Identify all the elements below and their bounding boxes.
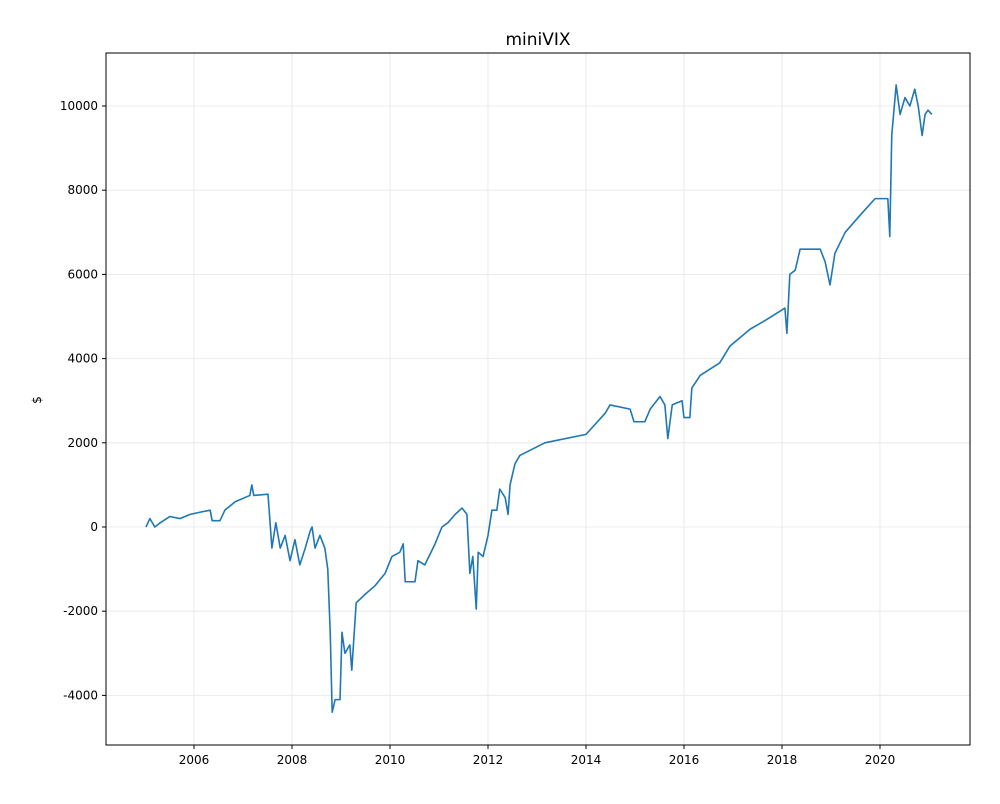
chart-title: miniVIX	[505, 30, 570, 50]
y-tick-label: 2000	[67, 436, 98, 450]
y-tick-label: 0	[90, 520, 98, 534]
x-tick-label: 2008	[277, 753, 308, 767]
plot-frame	[105, 52, 971, 746]
x-tick-label: 2012	[473, 753, 504, 767]
y-axis-label: $	[30, 396, 44, 404]
y-tick-label: 10000	[60, 99, 98, 113]
x-tick-label: 2010	[375, 753, 406, 767]
x-tick-label: 2014	[571, 753, 602, 767]
y-tick-label: 4000	[67, 352, 98, 366]
y-tick-label: 8000	[67, 183, 98, 197]
y-tick-label: 6000	[67, 267, 98, 281]
data-line	[145, 84, 933, 714]
x-tick-label: 2016	[669, 753, 700, 767]
x-tick-label: 2020	[865, 753, 896, 767]
x-tick-label: 2018	[767, 753, 798, 767]
y-tick-label: -2000	[63, 604, 98, 618]
y-tick-label: -4000	[63, 688, 98, 702]
x-tick-label: 2006	[179, 753, 210, 767]
